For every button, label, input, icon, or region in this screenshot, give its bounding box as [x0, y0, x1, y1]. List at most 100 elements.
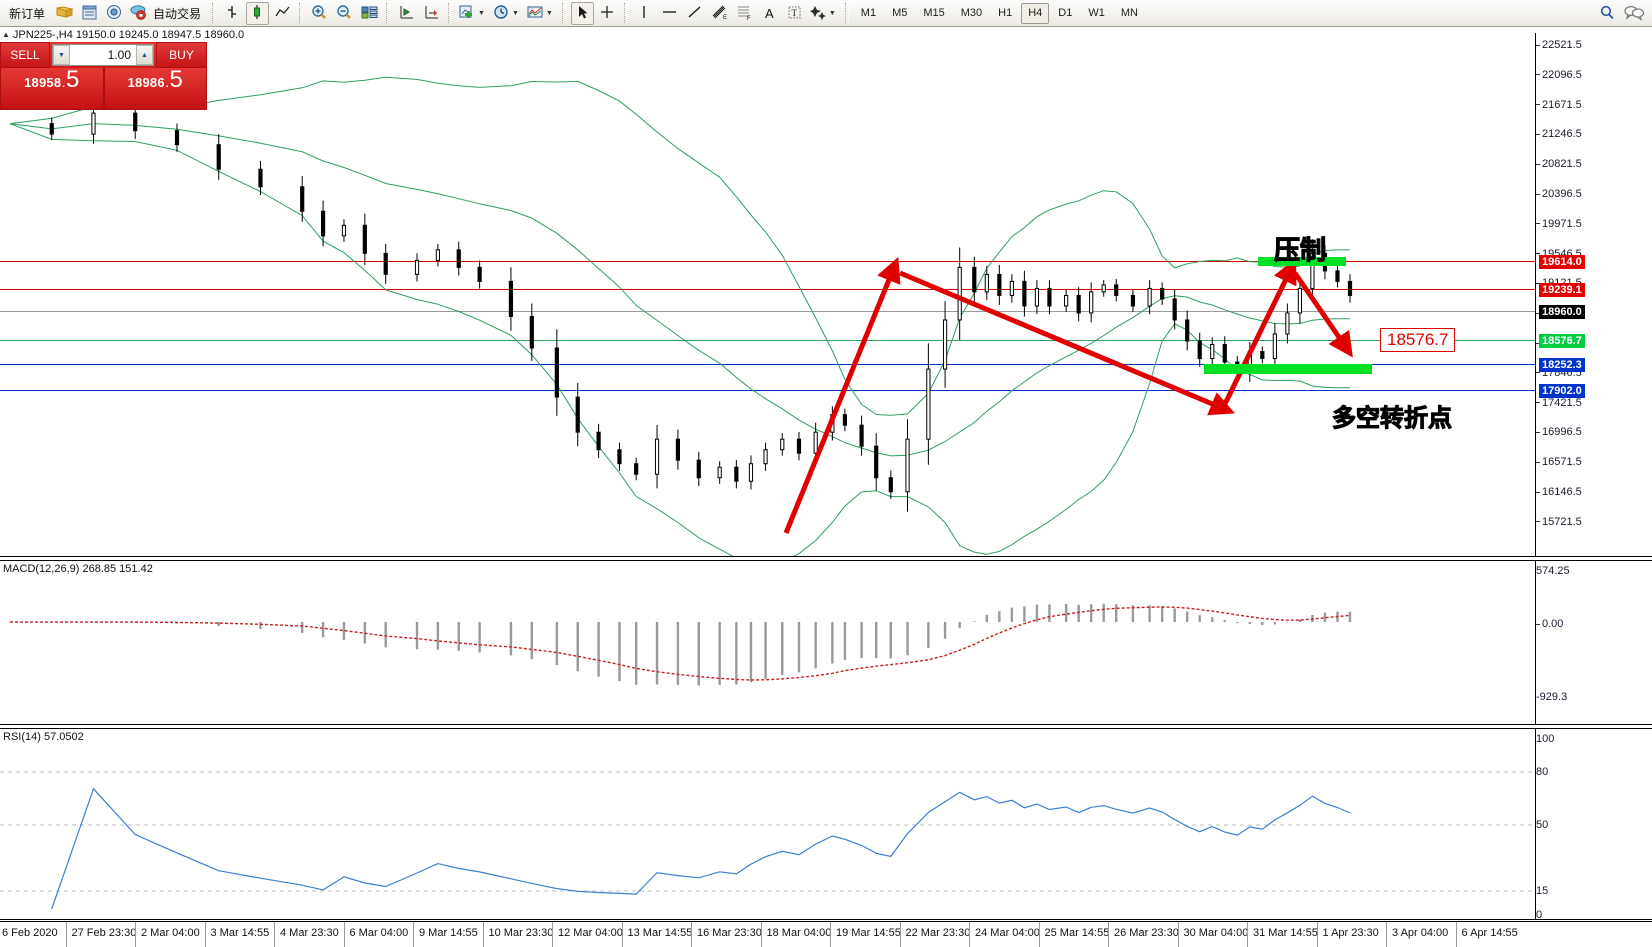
toolbar-separator	[844, 3, 849, 23]
folder-icon[interactable]	[53, 2, 76, 25]
toolbar-separator	[448, 3, 453, 23]
one-click-trading-prices: 18958 . 5 18986 . 5	[0, 68, 207, 110]
rsi-tick: 15	[1536, 885, 1549, 897]
zoom-out-icon[interactable]	[333, 2, 356, 25]
support-level-2-chip[interactable]: 17902.0	[1539, 384, 1585, 398]
chevron-down-icon[interactable]: ▼	[511, 9, 519, 17]
macd-series	[8, 603, 1352, 686]
sell-price[interactable]: 18958 . 5	[0, 68, 104, 110]
toolbar-separator	[212, 3, 217, 23]
channel-icon[interactable]: E	[708, 2, 731, 25]
add-indicator-icon[interactable]: ▼	[457, 2, 489, 25]
chart-shift-icon[interactable]	[420, 2, 443, 25]
timeframe-h4-button[interactable]: H4	[1021, 2, 1050, 24]
text-icon[interactable]: A	[758, 2, 781, 25]
tile-windows-icon[interactable]	[358, 2, 381, 25]
rsi-plot-area[interactable]	[0, 729, 1536, 919]
chat-icon[interactable]	[1621, 2, 1645, 25]
text-tool-label: A	[765, 5, 774, 21]
resistance-level-1-chip[interactable]: 19614.0	[1539, 255, 1585, 269]
buy-price[interactable]: 18986 . 5	[103, 68, 207, 110]
time-axis-label: 27 Feb 23:30	[71, 927, 137, 939]
time-axis-label: 2 Mar 04:00	[141, 927, 200, 939]
timeframe-h1-button[interactable]: H1	[998, 6, 1013, 19]
macd-label: MACD(12,26,9) 268.85 151.42	[3, 563, 153, 575]
rsi-tick: 100	[1536, 733, 1555, 745]
new-order-button[interactable]: 新订单	[3, 2, 51, 25]
text-label-icon[interactable]: T	[783, 2, 806, 25]
volume-input[interactable]: ▼ 1.00 ▲	[52, 44, 154, 66]
template-icon[interactable]: ▼	[525, 2, 557, 25]
time-axis-separator	[760, 922, 762, 947]
time-axis-label: 6 Feb 2020	[2, 927, 58, 939]
search-icon[interactable]	[1596, 2, 1619, 25]
collapse-triangle-icon[interactable]: ▲	[2, 30, 10, 39]
clock-icon[interactable]: ▼	[491, 2, 523, 25]
navigator-icon[interactable]	[103, 2, 126, 25]
data-window-icon[interactable]	[78, 2, 101, 25]
macd-pane[interactable]: MACD(12,26,9) 268.85 151.42 574.25 0.00 -9…	[0, 560, 1652, 725]
timeframe-m1-button[interactable]: M1	[860, 6, 877, 19]
time-axis-separator	[1177, 922, 1179, 947]
price-tick: 16571.5	[1536, 456, 1582, 468]
toolbar-separator	[623, 3, 628, 23]
chevron-down-icon[interactable]: ▼	[478, 9, 485, 17]
autotrading-icon[interactable]: 自动交易	[128, 2, 207, 25]
volume-decrement-button[interactable]: ▼	[53, 45, 70, 65]
sell-button[interactable]: SELL	[0, 42, 50, 68]
candlestick-icon[interactable]	[246, 1, 270, 25]
macd-scale[interactable]: 574.25 0.00 -929.3	[1536, 561, 1652, 724]
one-click-trading-panel[interactable]: SELL ▼ 1.00 ▲ BUY 18958 . 5 18986 . 5	[0, 42, 207, 110]
macd-plot-area[interactable]	[0, 561, 1536, 724]
timeframe-w1-button[interactable]: W1	[1088, 6, 1105, 19]
auto-scroll-icon[interactable]	[395, 2, 418, 25]
trend-arrows	[783, 257, 1353, 534]
svg-text:F: F	[747, 16, 751, 21]
volume-increment-button[interactable]: ▲	[136, 45, 153, 65]
timeframe-d1-button[interactable]: D1	[1058, 6, 1073, 19]
timeframe-group: M1 M5 M15 M30 H1 H4 D1 W1 MN	[853, 2, 1146, 24]
resistance-level-2-chip[interactable]: 19239.1	[1539, 283, 1585, 297]
rsi-label: RSI(14) 57.0502	[3, 731, 84, 743]
fibonacci-icon[interactable]: F	[733, 2, 756, 25]
time-axis-separator	[482, 922, 484, 947]
zoom-in-icon[interactable]	[308, 2, 331, 25]
line-chart-icon[interactable]	[271, 2, 294, 25]
price-scale[interactable]: 22521.5 22096.5 21671.5 21246.5 20821.5 20396…	[1536, 33, 1652, 556]
chevron-down-icon[interactable]: ▼	[828, 9, 836, 17]
shapes-icon[interactable]: ▼	[808, 2, 840, 25]
new-order-label: 新订单	[9, 6, 46, 21]
time-axis-label: 1 Apr 23:30	[1322, 927, 1379, 939]
chevron-down-icon[interactable]: ▼	[545, 9, 553, 17]
time-axis-separator	[1455, 922, 1457, 947]
timeframe-mn-button[interactable]: MN	[1120, 6, 1138, 19]
volume-value[interactable]: 1.00	[107, 48, 131, 62]
bar-chart-icon[interactable]	[221, 2, 244, 25]
time-axis-separator	[552, 922, 553, 947]
last-price-chip[interactable]: 18960.0	[1539, 305, 1585, 319]
time-axis-separator	[969, 922, 970, 947]
toolbar-separator	[386, 3, 391, 23]
rsi-scale-border	[1535, 729, 1536, 919]
support-line-2	[0, 390, 1535, 391]
vertical-line-icon[interactable]	[633, 2, 656, 25]
timeframe-m30-button[interactable]: M30	[960, 6, 983, 19]
price-chart-pane[interactable]: 压制 多空转折点 18576.7 22521.5 22096.5 21671.5 21…	[0, 33, 1652, 557]
rsi-series	[0, 771, 1536, 910]
volume-control[interactable]: ▼ 1.00 ▲	[50, 42, 156, 68]
buy-button[interactable]: BUY	[156, 42, 207, 68]
trendline-icon[interactable]	[683, 2, 706, 25]
horizontal-line-icon[interactable]	[658, 2, 681, 25]
rsi-scale[interactable]: 100 80 50 15 0	[1536, 729, 1652, 921]
price-plot-area[interactable]: 压制 多空转折点 18576.7	[0, 33, 1536, 556]
time-axis-label: 31 Mar 14:55	[1253, 927, 1318, 939]
pivot-level-chip[interactable]: 18576.7	[1539, 334, 1585, 348]
time-axis[interactable]: 6 Feb 2020 27 Feb 23:30 2 Mar 04:00 3 Mar 1…	[0, 921, 1652, 947]
crosshair-icon[interactable]	[596, 2, 619, 25]
timeframe-m15-button[interactable]: M15	[923, 6, 945, 19]
support-level-1-chip[interactable]: 18252.3	[1539, 358, 1585, 372]
timeframe-m5-button[interactable]: M5	[892, 6, 908, 19]
cursor-icon[interactable]	[570, 1, 594, 25]
rsi-pane[interactable]: RSI(14) 57.0502 100 80 50 15 0	[0, 728, 1652, 921]
time-axis-label: 24 Mar 04:00	[975, 927, 1040, 939]
